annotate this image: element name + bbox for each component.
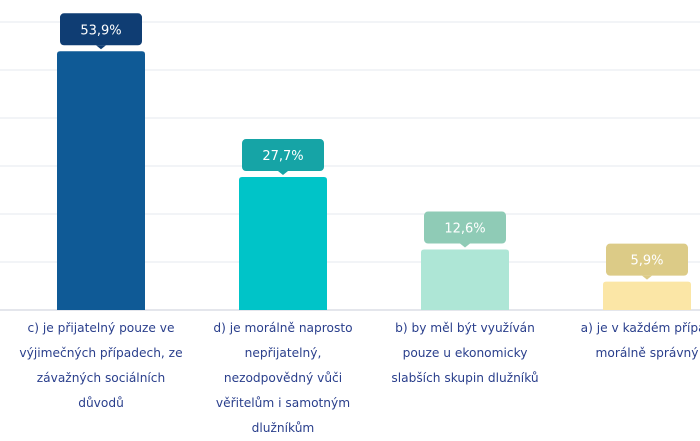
category-label: b) by měl být využíván pouze u ekonomick… [391, 321, 539, 385]
bar [603, 281, 691, 310]
bar [421, 249, 509, 310]
bar [57, 51, 145, 310]
category-label: d) je morálně naprosto nepřijatelný, nez… [213, 321, 353, 435]
data-label-pointer [96, 45, 106, 50]
data-label: 27,7% [262, 149, 303, 164]
bar [239, 177, 327, 310]
data-label-pointer [642, 275, 652, 280]
data-label-bg [60, 13, 142, 46]
data-label-pointer [460, 243, 470, 248]
data-label: 53,9% [80, 23, 121, 38]
data-label-bg [606, 243, 688, 276]
category-label: c) je přijatelný pouze ve výjimečných př… [19, 321, 183, 410]
category-label: a) je v každém případ morálně správný [580, 321, 700, 360]
data-label: 5,9% [630, 254, 663, 269]
data-label-pointer [278, 171, 288, 176]
data-label-bg [424, 211, 506, 244]
data-label-bg [242, 139, 324, 172]
data-label: 12,6% [444, 222, 485, 237]
